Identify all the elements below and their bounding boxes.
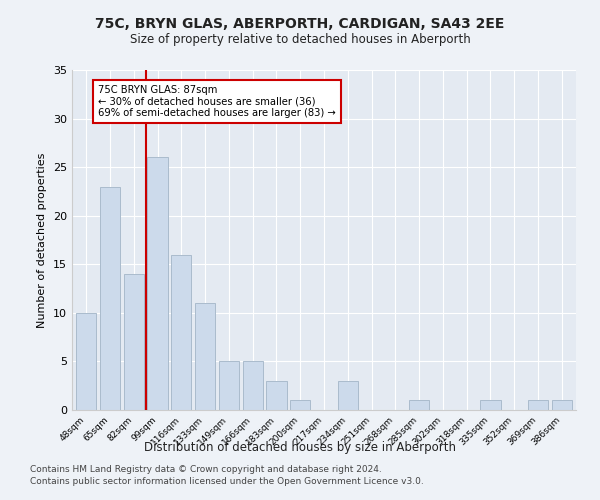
Text: Contains HM Land Registry data © Crown copyright and database right 2024.: Contains HM Land Registry data © Crown c… <box>30 466 382 474</box>
Bar <box>290 400 310 410</box>
Bar <box>409 400 429 410</box>
Bar <box>76 313 97 410</box>
Bar <box>242 362 263 410</box>
Bar <box>124 274 144 410</box>
Bar <box>148 158 167 410</box>
Text: 75C, BRYN GLAS, ABERPORTH, CARDIGAN, SA43 2EE: 75C, BRYN GLAS, ABERPORTH, CARDIGAN, SA4… <box>95 18 505 32</box>
Bar <box>195 303 215 410</box>
Bar <box>219 362 239 410</box>
Bar <box>171 254 191 410</box>
Bar <box>338 381 358 410</box>
Y-axis label: Number of detached properties: Number of detached properties <box>37 152 47 328</box>
Bar <box>481 400 500 410</box>
Bar <box>528 400 548 410</box>
Bar <box>266 381 287 410</box>
Text: Size of property relative to detached houses in Aberporth: Size of property relative to detached ho… <box>130 32 470 46</box>
Text: Distribution of detached houses by size in Aberporth: Distribution of detached houses by size … <box>144 441 456 454</box>
Bar <box>551 400 572 410</box>
Text: 75C BRYN GLAS: 87sqm
← 30% of detached houses are smaller (36)
69% of semi-detac: 75C BRYN GLAS: 87sqm ← 30% of detached h… <box>98 84 336 118</box>
Bar <box>100 186 120 410</box>
Text: Contains public sector information licensed under the Open Government Licence v3: Contains public sector information licen… <box>30 477 424 486</box>
